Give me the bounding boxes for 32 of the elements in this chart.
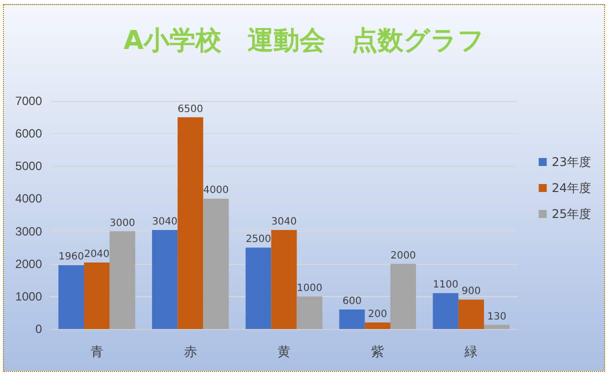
x-tick-label: 青: [90, 344, 104, 359]
chart-title: A小学校 運動会 点数グラフ: [123, 26, 485, 56]
x-tick-label: 黄: [278, 344, 290, 359]
data-label: 6500: [178, 104, 204, 115]
x-tick-label: 緑: [464, 344, 478, 359]
data-label: 1000: [296, 282, 322, 294]
x-tick-label: 赤: [184, 344, 197, 359]
data-label: 3000: [110, 218, 136, 229]
data-label: 600: [342, 296, 362, 307]
data-label: 1960: [58, 252, 84, 263]
y-tick-label: 5000: [15, 159, 42, 174]
data-label: 900: [462, 286, 481, 298]
legend-label: 24年度: [552, 181, 592, 195]
x-tick-label: 紫: [371, 344, 384, 359]
legend-label: 23年度: [552, 155, 592, 169]
data-label: 2040: [84, 249, 110, 260]
legend-label: 25年度: [552, 207, 592, 221]
y-tick-label: 1000: [15, 289, 42, 304]
data-label: 2500: [246, 234, 272, 246]
data-label: 200: [368, 308, 388, 320]
y-tick-label: 7000: [15, 94, 42, 108]
y-tick-label: 4000: [15, 192, 42, 206]
data-label: 3040: [271, 216, 297, 228]
y-tick-label: 2000: [15, 256, 42, 271]
data-label: 130: [487, 311, 506, 322]
data-label: 2000: [390, 250, 416, 262]
y-tick-label: 6000: [15, 126, 42, 141]
data-label: 3040: [152, 216, 178, 228]
data-label: 1100: [432, 280, 458, 291]
y-tick-label: 3000: [15, 224, 42, 238]
data-label: 4000: [203, 185, 229, 196]
y-tick-label: 0: [35, 322, 42, 336]
